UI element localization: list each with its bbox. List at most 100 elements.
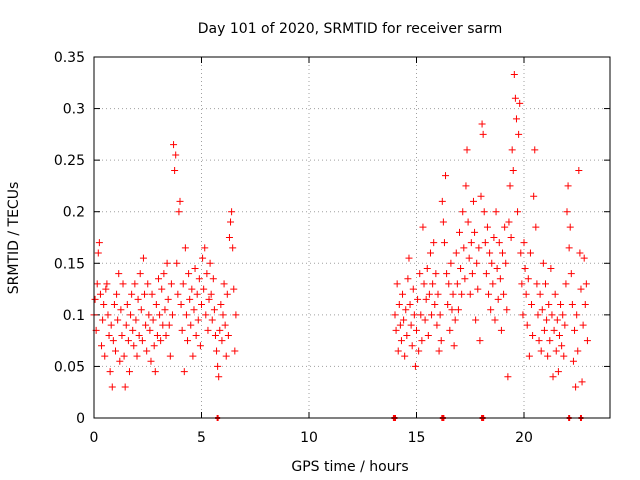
plot-frame bbox=[93, 56, 611, 419]
data-point bbox=[510, 71, 518, 79]
data-point bbox=[137, 306, 145, 314]
data-point bbox=[131, 280, 139, 288]
data-point bbox=[424, 331, 432, 339]
data-point bbox=[581, 301, 589, 309]
data-point bbox=[504, 373, 512, 381]
data-point bbox=[543, 316, 551, 324]
data-point bbox=[172, 151, 180, 159]
data-point bbox=[156, 311, 164, 319]
data-point bbox=[548, 311, 556, 319]
data-point bbox=[461, 275, 469, 283]
data-point bbox=[564, 182, 572, 190]
data-point bbox=[525, 352, 533, 360]
data-point bbox=[535, 337, 543, 345]
data-point bbox=[184, 337, 192, 345]
data-point bbox=[443, 270, 451, 278]
data-point bbox=[194, 316, 202, 324]
data-point bbox=[442, 172, 450, 180]
y-tick-label: 0.15 bbox=[54, 256, 85, 272]
data-point bbox=[125, 368, 133, 376]
data-point bbox=[511, 94, 519, 102]
data-point bbox=[157, 337, 165, 345]
data-point bbox=[417, 311, 425, 319]
x-tick-label: 10 bbox=[300, 430, 318, 446]
data-point bbox=[411, 362, 419, 370]
data-point bbox=[433, 321, 441, 329]
data-point bbox=[499, 249, 506, 257]
data-point bbox=[573, 311, 581, 319]
data-point bbox=[473, 259, 481, 267]
data-point bbox=[494, 295, 502, 303]
data-point bbox=[452, 249, 460, 257]
data-point bbox=[536, 290, 544, 298]
data-point bbox=[109, 337, 117, 345]
data-point bbox=[578, 378, 586, 386]
data-point bbox=[500, 290, 508, 298]
y-tick-label: 0.25 bbox=[54, 153, 85, 169]
data-point bbox=[447, 259, 455, 267]
data-point bbox=[149, 316, 157, 324]
data-point bbox=[559, 311, 567, 319]
data-point bbox=[467, 239, 475, 247]
data-point bbox=[438, 197, 446, 205]
data-point bbox=[193, 290, 201, 298]
data-point bbox=[577, 285, 585, 293]
x-axis-label: GPS time / hours bbox=[291, 459, 408, 475]
data-point bbox=[469, 197, 477, 205]
data-point bbox=[408, 342, 416, 350]
data-point bbox=[542, 280, 549, 288]
data-point bbox=[153, 331, 161, 339]
data-point bbox=[120, 352, 128, 360]
data-point bbox=[396, 321, 404, 329]
data-point bbox=[561, 321, 569, 329]
data-point bbox=[463, 146, 471, 154]
data-point bbox=[512, 115, 520, 123]
data-point bbox=[476, 337, 484, 345]
data-point bbox=[496, 275, 504, 283]
data-point bbox=[187, 321, 195, 329]
data-point bbox=[486, 249, 494, 257]
data-point bbox=[419, 223, 427, 231]
data-point bbox=[422, 295, 430, 303]
data-point bbox=[583, 337, 591, 345]
data-point bbox=[474, 285, 482, 293]
data-point bbox=[518, 280, 526, 288]
data-point bbox=[515, 130, 523, 138]
data-point bbox=[151, 368, 159, 376]
data-point bbox=[213, 347, 221, 355]
data-point bbox=[450, 342, 458, 350]
y-tick-label: 0.2 bbox=[63, 205, 85, 221]
data-point bbox=[567, 270, 575, 278]
y-tick-label: 0.35 bbox=[54, 50, 85, 66]
data-point bbox=[228, 208, 236, 216]
data-point bbox=[231, 347, 239, 355]
data-point bbox=[191, 264, 199, 272]
x-tick-label: 5 bbox=[197, 430, 206, 446]
data-point bbox=[139, 254, 147, 262]
data-point bbox=[189, 352, 197, 360]
data-point bbox=[117, 306, 125, 314]
data-point bbox=[128, 290, 136, 298]
data-point bbox=[413, 326, 420, 334]
data-point bbox=[522, 290, 530, 298]
data-point bbox=[517, 249, 525, 257]
data-point bbox=[529, 331, 537, 339]
data-point bbox=[121, 383, 129, 391]
data-point bbox=[116, 357, 124, 365]
data-point bbox=[208, 316, 216, 324]
data-point bbox=[579, 321, 587, 329]
data-point bbox=[132, 316, 140, 324]
data-point bbox=[582, 280, 590, 288]
data-point bbox=[119, 280, 127, 288]
data-point bbox=[453, 280, 461, 288]
data-point bbox=[103, 280, 111, 288]
data-point bbox=[195, 275, 203, 283]
data-point bbox=[493, 264, 501, 272]
data-point bbox=[181, 244, 189, 252]
data-point bbox=[562, 280, 570, 288]
data-point bbox=[129, 326, 137, 334]
data-point bbox=[217, 301, 225, 309]
data-point bbox=[437, 337, 445, 345]
data-point bbox=[227, 218, 235, 226]
data-point bbox=[495, 239, 503, 247]
